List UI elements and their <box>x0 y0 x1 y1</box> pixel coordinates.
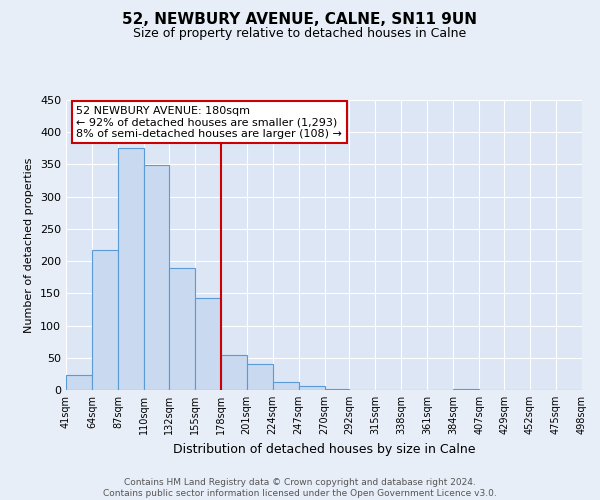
Text: 52 NEWBURY AVENUE: 180sqm
← 92% of detached houses are smaller (1,293)
8% of sem: 52 NEWBURY AVENUE: 180sqm ← 92% of detac… <box>76 106 342 139</box>
Text: 52, NEWBURY AVENUE, CALNE, SN11 9UN: 52, NEWBURY AVENUE, CALNE, SN11 9UN <box>122 12 478 28</box>
Bar <box>169 268 195 390</box>
Bar <box>118 148 144 390</box>
Bar <box>144 165 169 390</box>
Bar <box>195 298 221 390</box>
X-axis label: Distribution of detached houses by size in Calne: Distribution of detached houses by size … <box>173 442 475 456</box>
Bar <box>299 386 325 390</box>
Text: Size of property relative to detached houses in Calne: Size of property relative to detached ho… <box>133 28 467 40</box>
Y-axis label: Number of detached properties: Number of detached properties <box>25 158 34 332</box>
Bar <box>221 354 247 390</box>
Bar <box>247 364 272 390</box>
Bar <box>92 250 118 390</box>
Bar <box>66 374 92 390</box>
Text: Contains HM Land Registry data © Crown copyright and database right 2024.
Contai: Contains HM Land Registry data © Crown c… <box>103 478 497 498</box>
Bar <box>272 382 299 390</box>
